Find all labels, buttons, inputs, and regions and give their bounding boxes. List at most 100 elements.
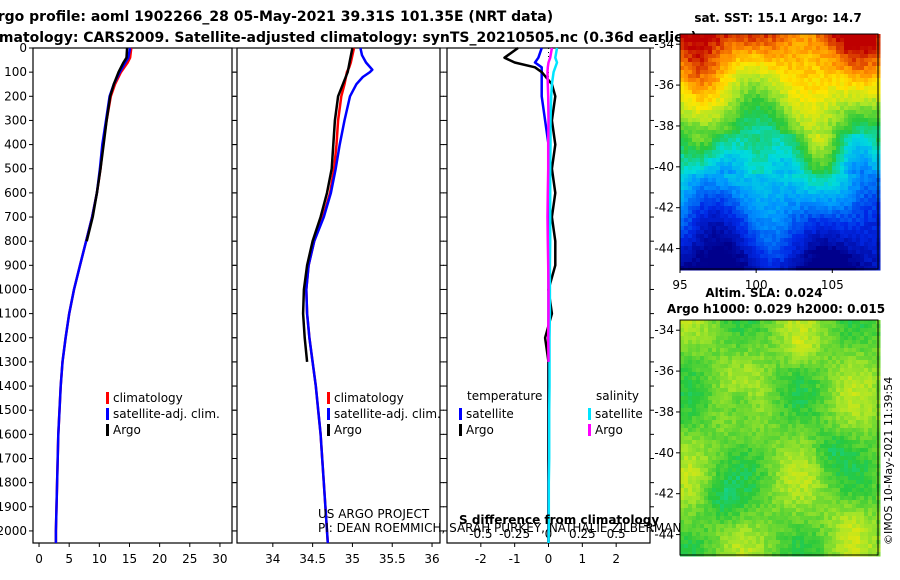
x-tick-label: 2	[612, 552, 620, 566]
sla-title: Altim. SLA: 0.024	[705, 286, 822, 300]
y-tick-label: 900	[4, 258, 27, 272]
legend-label: climatology	[334, 391, 404, 405]
x-tick-label: 20	[152, 552, 167, 566]
map-y-tick-label: -40	[654, 446, 674, 460]
map-y-tick-label: -40	[654, 160, 674, 174]
map-y-tick-label: -34	[654, 37, 674, 51]
map-frame	[679, 33, 879, 270]
legend-label: Argo	[113, 423, 141, 437]
y-tick-label: 400	[4, 138, 27, 152]
x2-tick-label: 0.25	[569, 527, 596, 541]
legend-label: satellite	[466, 407, 514, 421]
x2-tick-label: -0.5	[469, 527, 492, 541]
legend-label: satellite-adj. clim.	[334, 407, 441, 421]
satellite-adj-clim--line	[305, 47, 374, 544]
y-tick-label: 1000	[0, 282, 27, 296]
legend-swatch	[459, 408, 462, 420]
sla-subtitle: Argo h1000: 0.029 h2000: 0.015	[667, 302, 885, 316]
x2-tick-label: 0.5	[607, 527, 626, 541]
legend-label: climatology	[113, 391, 183, 405]
x-tick-label: 0	[545, 552, 553, 566]
header-line-1: Argo profile: aoml 1902266_28 05-May-202…	[0, 9, 553, 25]
legend-title-temperature: temperature	[467, 389, 542, 403]
y-tick-label: 1700	[0, 451, 27, 465]
legend-swatch	[327, 408, 330, 420]
map-y-tick-label: -36	[654, 364, 674, 378]
x-tick-label: 10	[92, 552, 107, 566]
y-tick-label: 600	[4, 186, 27, 200]
x-tick-label: 34	[265, 552, 280, 566]
legend-swatch	[327, 424, 330, 436]
y-tick-label: 800	[4, 234, 27, 248]
project-credit: US ARGO PROJECT	[318, 507, 430, 521]
map-y-tick-label: -38	[654, 119, 674, 133]
x-tick-label: 1	[579, 552, 587, 566]
x-tick-label: 35.5	[379, 552, 406, 566]
y-tick-label: 1900	[0, 500, 27, 514]
x-tick-label: 25	[182, 552, 197, 566]
plot-frame	[32, 47, 233, 544]
y-tick-label: 1400	[0, 379, 27, 393]
x-tick-label: -2	[475, 552, 487, 566]
x-tick-label: 34.5	[299, 552, 326, 566]
map-cells	[680, 34, 881, 271]
map-y-tick-label: -44	[654, 528, 674, 542]
legend-swatch	[588, 408, 591, 420]
x-tick-label: 30	[212, 552, 227, 566]
x-tick-label: 5	[65, 552, 73, 566]
x-tick-label: -1	[509, 552, 521, 566]
map-y-tick-label: -44	[654, 242, 674, 256]
y-tick-label: 1600	[0, 427, 27, 441]
y-tick-label: 1200	[0, 331, 27, 345]
x-tick-label: 36	[424, 552, 439, 566]
map-frame	[679, 319, 879, 556]
map-y-tick-label: -38	[654, 405, 674, 419]
map-x-tick-label: 100	[745, 278, 768, 292]
y-tick-label: 0	[19, 41, 27, 55]
legend-label: satellite-adj. clim.	[113, 407, 220, 421]
difference-xlabel: S difference from climatology	[459, 513, 659, 527]
map-x-tick-label: 95	[672, 278, 687, 292]
legend-label: Argo	[466, 423, 494, 437]
legend-label: Argo	[334, 423, 362, 437]
y-tick-label: 500	[4, 162, 27, 176]
legend-swatch	[106, 392, 109, 404]
y-tick-label: 1300	[0, 355, 27, 369]
legend-swatch	[327, 392, 330, 404]
y-tick-label: 2000	[0, 524, 27, 538]
y-tick-label: 1800	[0, 476, 27, 490]
legend-swatch	[588, 424, 591, 436]
imos-stamp: ©IMOS 10-May-2021 11:39:54	[882, 377, 895, 545]
x-tick-label: 35	[345, 552, 360, 566]
map-cells	[680, 320, 881, 557]
x2-tick-label: -0.25	[499, 527, 530, 541]
salinity-satellite-line	[547, 47, 559, 544]
salinity-panel: 34 34.5 35 35.5 36 climatology satellite-adj. …	[233, 47, 444, 566]
legend-title-salinity: salinity	[596, 389, 639, 403]
x-tick-label: 15	[122, 552, 137, 566]
sst-map: -34 -36 -38 -40 -42 -44 95 100 105	[654, 33, 881, 292]
x-tick-label: 0	[35, 552, 43, 566]
y-tick-label: 1100	[0, 307, 27, 321]
temperature-panel: 0100200300400500600700800900100011001200…	[0, 41, 236, 566]
legend-swatch	[459, 424, 462, 436]
map-y-tick-label: -42	[654, 487, 674, 501]
legend-label: Argo	[595, 423, 623, 437]
argo-line	[301, 47, 354, 363]
y-tick-label: 300	[4, 113, 27, 127]
y-tick-label: 700	[4, 210, 27, 224]
y-tick-label: 200	[4, 89, 27, 103]
pi-credit: PI: DEAN ROEMMICH, SARAH PURKEY, NATHALI…	[318, 521, 769, 535]
header-line-2: Climatology: CARS2009. Satellite-adjuste…	[0, 30, 697, 46]
argo-line	[85, 47, 129, 242]
y-tick-label: 100	[4, 65, 27, 79]
map-x-tick-label: 105	[821, 278, 844, 292]
legend-swatch	[106, 408, 109, 420]
legend-swatch	[106, 424, 109, 436]
legend-label: satellite	[595, 407, 643, 421]
sst-title: sat. SST: 15.1 Argo: 14.7	[694, 11, 861, 25]
map-y-tick-label: -34	[654, 323, 674, 337]
